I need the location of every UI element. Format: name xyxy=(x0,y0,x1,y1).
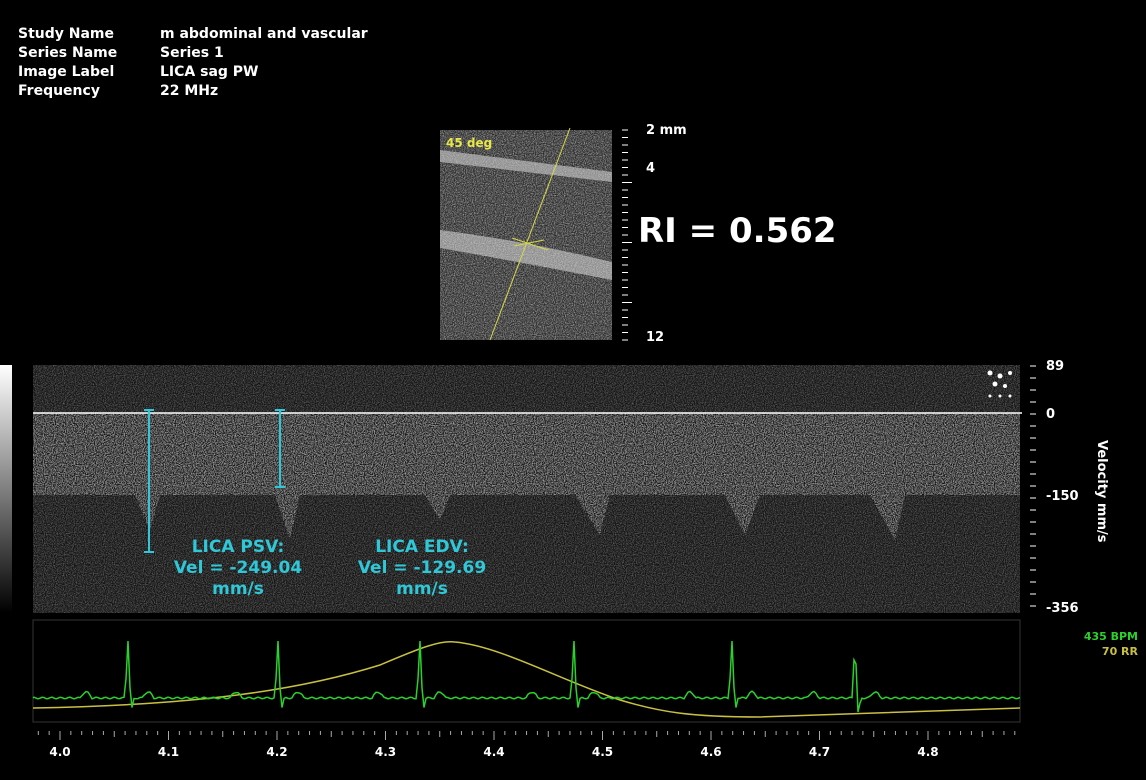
info-key: Frequency xyxy=(18,83,100,99)
angle-label: 45 deg xyxy=(446,136,492,150)
time-label: 4.8 xyxy=(917,745,938,759)
info-value: Series 1 xyxy=(160,45,224,61)
time-label: 4.3 xyxy=(375,745,396,759)
measurement-text: Vel = -129.69 xyxy=(358,558,486,578)
velocity-label: -356 xyxy=(1046,601,1079,616)
time-label: 4.4 xyxy=(483,745,504,759)
info-value: 22 MHz xyxy=(160,83,218,99)
info-key: Study Name xyxy=(18,26,114,42)
bpm-label: 435 BPM xyxy=(1084,630,1138,643)
info-key: Image Label xyxy=(18,64,114,80)
info-value: LICA sag PW xyxy=(160,64,259,80)
info-key: Series Name xyxy=(18,45,117,61)
ultrasound-view: 45 deg RI = 0.562 Velocity mm/s LICA PSV… xyxy=(0,0,1146,780)
time-label: 4.5 xyxy=(592,745,613,759)
velocity-label: 0 xyxy=(1046,407,1055,422)
time-label: 4.0 xyxy=(49,745,70,759)
time-axis xyxy=(38,731,1015,740)
page: 45 deg RI = 0.562 Velocity mm/s LICA PSV… xyxy=(0,0,1146,780)
rr-label: 70 RR xyxy=(1102,645,1139,658)
depth-scale xyxy=(622,130,632,340)
measurement-text: LICA EDV: xyxy=(375,537,469,557)
velocity-label: -150 xyxy=(1046,489,1079,504)
measurement-text: LICA PSV: xyxy=(192,537,285,557)
measurement-text: mm/s xyxy=(396,579,448,599)
measurement-text: mm/s xyxy=(212,579,264,599)
ecg-panel xyxy=(33,620,1020,722)
velocity-axis-label: Velocity mm/s xyxy=(1094,440,1109,543)
measurement-text: Vel = -249.04 xyxy=(174,558,302,578)
time-label: 4.6 xyxy=(700,745,721,759)
velocity-scale xyxy=(1030,366,1036,606)
bmode-image xyxy=(440,128,612,340)
time-label: 4.2 xyxy=(266,745,287,759)
gray-scale-bar xyxy=(0,365,12,613)
velocity-label: 89 xyxy=(1046,359,1064,374)
time-label: 4.7 xyxy=(809,745,830,759)
depth-label: 12 xyxy=(646,330,664,345)
time-label: 4.1 xyxy=(158,745,179,759)
ri-value: RI = 0.562 xyxy=(638,211,837,251)
depth-label: 2 mm xyxy=(646,123,687,138)
depth-label: 4 xyxy=(646,161,655,176)
study-info: Study Name m abdominal and vascular Series… xyxy=(18,26,368,99)
info-value: m abdominal and vascular xyxy=(160,26,368,42)
